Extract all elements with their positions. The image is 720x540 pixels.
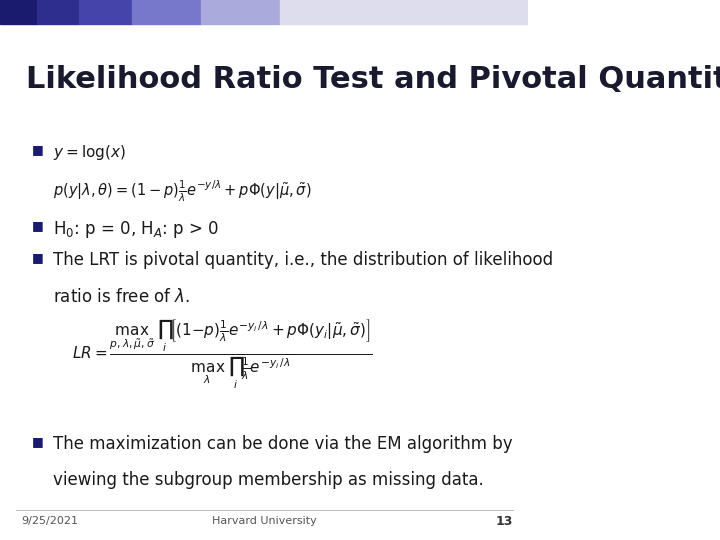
Text: ■: ■ xyxy=(32,251,43,264)
Text: ■: ■ xyxy=(32,435,43,448)
Text: Likelihood Ratio Test and Pivotal Quantity: Likelihood Ratio Test and Pivotal Quanti… xyxy=(27,65,720,94)
Text: viewing the subgroup membership as missing data.: viewing the subgroup membership as missi… xyxy=(53,471,484,489)
Bar xyxy=(132,0,201,24)
Text: ■: ■ xyxy=(32,219,43,232)
Text: 13: 13 xyxy=(495,515,513,528)
Text: ■: ■ xyxy=(32,143,43,156)
Text: $p(y|\lambda, \theta) = (1-p)\frac{1}{\lambda}e^{-y/\lambda} + p\Phi(y|\tilde{\m: $p(y|\lambda, \theta) = (1-p)\frac{1}{\l… xyxy=(53,178,311,204)
Bar xyxy=(37,0,79,24)
Text: H$_0$: p = 0, H$_A$: p > 0: H$_0$: p = 0, H$_A$: p > 0 xyxy=(53,219,219,240)
Text: ratio is free of $\lambda$.: ratio is free of $\lambda$. xyxy=(53,288,190,306)
Bar xyxy=(0,0,37,24)
Bar xyxy=(201,0,280,24)
Bar xyxy=(280,0,528,24)
Text: The LRT is pivotal quantity, i.e., the distribution of likelihood: The LRT is pivotal quantity, i.e., the d… xyxy=(53,251,553,269)
Text: Harvard University: Harvard University xyxy=(212,516,317,526)
Text: $y = \log(x)$: $y = \log(x)$ xyxy=(53,143,126,162)
Text: $LR = \dfrac{\max_{p,\lambda,\tilde{\mu},\tilde{\sigma}} \; \prod_i \left[(1-p)\: $LR = \dfrac{\max_{p,\lambda,\tilde{\mu}… xyxy=(72,317,372,390)
Text: The maximization can be done via the EM algorithm by: The maximization can be done via the EM … xyxy=(53,435,513,453)
Bar xyxy=(79,0,132,24)
Text: 9/25/2021: 9/25/2021 xyxy=(21,516,78,526)
